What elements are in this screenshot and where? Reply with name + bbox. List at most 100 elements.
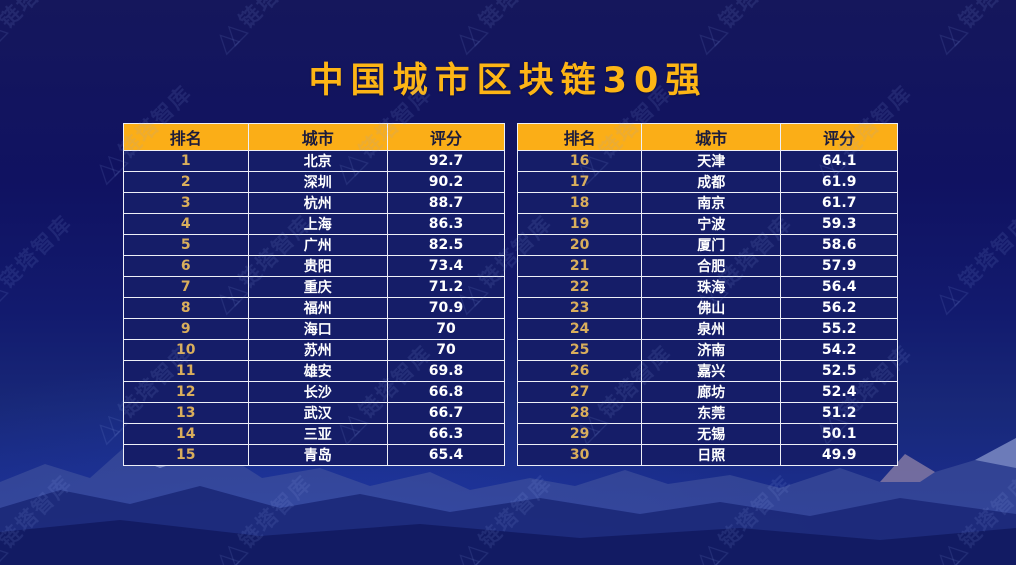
city-cell: 雄安 bbox=[247, 360, 389, 382]
mountain-logo-icon: △△ bbox=[927, 279, 967, 319]
table-row: 24 泉州 55.2 bbox=[516, 318, 898, 340]
city-cell: 长沙 bbox=[247, 381, 389, 403]
city-cell: 武汉 bbox=[247, 402, 389, 424]
rank-cell: 9 bbox=[123, 318, 249, 340]
table-row: 22 珠海 56.4 bbox=[516, 276, 898, 298]
table-row: 8 福州 70.9 bbox=[123, 297, 505, 319]
table-row: 6 贵阳 73.4 bbox=[123, 255, 505, 277]
score-cell: 54.2 bbox=[780, 339, 898, 361]
table-row: 29 无锡 50.1 bbox=[516, 423, 898, 445]
score-cell: 82.5 bbox=[387, 234, 505, 256]
table-row: 7 重庆 71.2 bbox=[123, 276, 505, 298]
mountain-background-image bbox=[0, 438, 1016, 565]
rank-cell: 17 bbox=[516, 171, 643, 193]
brand-watermark: △△链塔智库 bbox=[928, 208, 1016, 318]
page-title: 中国城市区块链30强 bbox=[308, 61, 708, 101]
watermark-text: 链塔智库 bbox=[235, 0, 317, 33]
city-cell: 三亚 bbox=[247, 423, 389, 445]
city-cell: 成都 bbox=[641, 171, 782, 193]
city-cell: 泉州 bbox=[641, 318, 782, 340]
city-cell: 珠海 bbox=[641, 276, 782, 298]
city-cell: 无锡 bbox=[641, 423, 782, 445]
watermark-text: 链塔智库 bbox=[954, 210, 1016, 293]
city-cell: 上海 bbox=[247, 213, 389, 235]
rank-cell: 2 bbox=[123, 171, 249, 193]
city-cell: 合肥 bbox=[641, 255, 782, 277]
rank-cell: 3 bbox=[123, 192, 249, 214]
rank-cell: 24 bbox=[516, 318, 643, 340]
brand-watermark: △△链塔智库 bbox=[208, 0, 318, 58]
score-cell: 66.7 bbox=[387, 402, 505, 424]
table-row: 12 长沙 66.8 bbox=[123, 381, 505, 403]
city-cell: 南京 bbox=[641, 192, 782, 214]
score-cell: 66.8 bbox=[387, 381, 505, 403]
city-cell: 日照 bbox=[641, 444, 782, 466]
ranking-table-1-15: 排名 城市 评分 1 北京 92.7 2 深圳 90.2 3 杭州 88.7 4 上海 86.3 5 广州 82… bbox=[123, 123, 505, 466]
column-header: 排名 bbox=[516, 123, 643, 151]
brand-watermark: △△链塔智库 bbox=[0, 0, 78, 58]
brand-watermark: △△链塔智库 bbox=[928, 0, 1016, 58]
table-row: 21 合肥 57.9 bbox=[516, 255, 898, 277]
score-cell: 58.6 bbox=[780, 234, 898, 256]
rank-cell: 13 bbox=[123, 402, 249, 424]
column-header: 排名 bbox=[123, 123, 249, 151]
table-row: 11 雄安 69.8 bbox=[123, 360, 505, 382]
ranking-table-16-30: 排名 城市 评分 16 天津 64.1 17 成都 61.9 18 南京 61.7 19 宁波 59.3 2… bbox=[516, 123, 898, 466]
mountain-logo-icon: △△ bbox=[0, 279, 7, 319]
table-row: 16 天津 64.1 bbox=[516, 150, 898, 172]
score-cell: 55.2 bbox=[780, 318, 898, 340]
score-cell: 70.9 bbox=[387, 297, 505, 319]
score-cell: 56.4 bbox=[780, 276, 898, 298]
score-cell: 52.5 bbox=[780, 360, 898, 382]
score-cell: 65.4 bbox=[387, 444, 505, 466]
table-row: 10 苏州 70 bbox=[123, 339, 505, 361]
rank-cell: 22 bbox=[516, 276, 643, 298]
city-cell: 广州 bbox=[247, 234, 389, 256]
watermark-text: 链塔智库 bbox=[0, 210, 77, 293]
rank-cell: 11 bbox=[123, 360, 249, 382]
score-cell: 50.1 bbox=[780, 423, 898, 445]
table-row: 13 武汉 66.7 bbox=[123, 402, 505, 424]
rank-cell: 4 bbox=[123, 213, 249, 235]
city-cell: 贵阳 bbox=[247, 255, 389, 277]
table-row: 17 成都 61.9 bbox=[516, 171, 898, 193]
rank-cell: 27 bbox=[516, 381, 643, 403]
watermark-text: 链塔智库 bbox=[0, 0, 77, 33]
table-row: 9 海口 70 bbox=[123, 318, 505, 340]
score-cell: 70 bbox=[387, 318, 505, 340]
rank-cell: 26 bbox=[516, 360, 643, 382]
rank-cell: 8 bbox=[123, 297, 249, 319]
table-row: 19 宁波 59.3 bbox=[516, 213, 898, 235]
watermark-text: 链塔智库 bbox=[715, 0, 797, 33]
city-cell: 嘉兴 bbox=[641, 360, 782, 382]
rank-cell: 15 bbox=[123, 444, 249, 466]
rank-cell: 5 bbox=[123, 234, 249, 256]
table-row: 25 济南 54.2 bbox=[516, 339, 898, 361]
rank-cell: 28 bbox=[516, 402, 643, 424]
rank-cell: 18 bbox=[516, 192, 643, 214]
city-cell: 杭州 bbox=[247, 192, 389, 214]
column-header: 城市 bbox=[247, 123, 389, 151]
city-cell: 佛山 bbox=[641, 297, 782, 319]
rank-cell: 6 bbox=[123, 255, 249, 277]
table-row: 15 青岛 65.4 bbox=[123, 444, 505, 466]
table-row: 26 嘉兴 52.5 bbox=[516, 360, 898, 382]
score-cell: 70 bbox=[387, 339, 505, 361]
column-header: 城市 bbox=[641, 123, 782, 151]
rank-cell: 20 bbox=[516, 234, 643, 256]
score-cell: 51.2 bbox=[780, 402, 898, 424]
score-cell: 61.7 bbox=[780, 192, 898, 214]
mountain-logo-icon: △△ bbox=[87, 149, 127, 189]
rank-cell: 10 bbox=[123, 339, 249, 361]
score-cell: 92.7 bbox=[387, 150, 505, 172]
score-cell: 71.2 bbox=[387, 276, 505, 298]
column-header: 评分 bbox=[387, 123, 505, 151]
table-row: 28 东莞 51.2 bbox=[516, 402, 898, 424]
score-cell: 64.1 bbox=[780, 150, 898, 172]
table-row: 2 深圳 90.2 bbox=[123, 171, 505, 193]
city-cell: 天津 bbox=[641, 150, 782, 172]
city-cell: 宁波 bbox=[641, 213, 782, 235]
score-cell: 57.9 bbox=[780, 255, 898, 277]
score-cell: 52.4 bbox=[780, 381, 898, 403]
